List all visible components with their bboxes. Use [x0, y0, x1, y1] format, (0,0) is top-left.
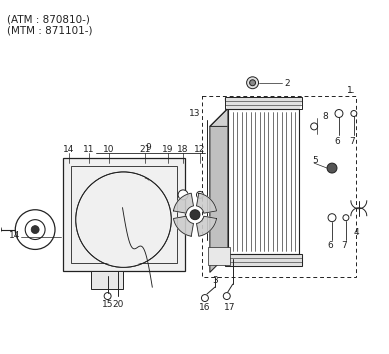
Text: 13: 13: [188, 109, 200, 118]
Polygon shape: [210, 109, 228, 272]
Circle shape: [31, 225, 39, 234]
Polygon shape: [196, 216, 217, 236]
Text: 3: 3: [212, 276, 217, 285]
Bar: [225, 97, 302, 109]
Text: 14: 14: [9, 231, 21, 240]
Circle shape: [328, 214, 336, 222]
Circle shape: [77, 173, 170, 266]
Text: 12: 12: [194, 145, 206, 154]
Text: 17: 17: [224, 303, 235, 313]
Text: 2: 2: [284, 79, 290, 88]
Circle shape: [76, 172, 171, 267]
Circle shape: [76, 172, 171, 267]
Text: 11: 11: [83, 145, 95, 154]
Circle shape: [250, 80, 256, 86]
Bar: [228, 109, 299, 255]
Text: 7: 7: [341, 241, 347, 250]
Polygon shape: [196, 193, 217, 213]
Text: 7: 7: [349, 137, 355, 146]
Bar: [208, 247, 230, 265]
Text: 15: 15: [102, 301, 113, 309]
Polygon shape: [173, 216, 193, 236]
Circle shape: [351, 110, 357, 116]
Circle shape: [343, 215, 349, 221]
Text: 16: 16: [199, 303, 211, 313]
Circle shape: [190, 210, 200, 220]
Text: (ATM : 870810-): (ATM : 870810-): [7, 14, 90, 24]
Text: (MTM : 871101-): (MTM : 871101-): [7, 25, 93, 35]
Text: 10: 10: [103, 145, 114, 154]
Text: 14: 14: [63, 145, 75, 154]
Circle shape: [0, 225, 2, 234]
Circle shape: [142, 190, 148, 196]
Polygon shape: [225, 255, 302, 266]
Circle shape: [311, 123, 317, 130]
Text: 21: 21: [140, 145, 151, 154]
Circle shape: [196, 192, 203, 198]
Circle shape: [335, 109, 343, 118]
Bar: [225, 255, 302, 266]
Text: 20: 20: [112, 301, 123, 309]
Bar: [63, 158, 185, 271]
Circle shape: [142, 178, 149, 185]
Text: 19: 19: [163, 145, 174, 154]
Circle shape: [202, 295, 209, 302]
Circle shape: [327, 163, 337, 173]
Circle shape: [104, 293, 111, 299]
Polygon shape: [225, 99, 302, 109]
Bar: [91, 271, 123, 289]
Bar: [202, 96, 356, 277]
Circle shape: [25, 220, 45, 240]
Text: 4: 4: [354, 228, 360, 237]
Bar: [71, 166, 177, 263]
Circle shape: [178, 190, 188, 200]
Text: 5: 5: [312, 156, 318, 165]
Polygon shape: [173, 193, 193, 213]
Circle shape: [247, 77, 259, 89]
Text: 3A: 3A: [212, 251, 222, 260]
Text: 9: 9: [145, 143, 151, 152]
Polygon shape: [228, 109, 299, 255]
Text: 18: 18: [177, 145, 189, 154]
Text: 6: 6: [327, 241, 333, 250]
Circle shape: [223, 293, 230, 299]
Text: 1: 1: [347, 86, 353, 95]
Circle shape: [15, 210, 55, 250]
Polygon shape: [210, 109, 299, 126]
Text: 8: 8: [322, 112, 328, 121]
Text: 6: 6: [334, 137, 340, 146]
